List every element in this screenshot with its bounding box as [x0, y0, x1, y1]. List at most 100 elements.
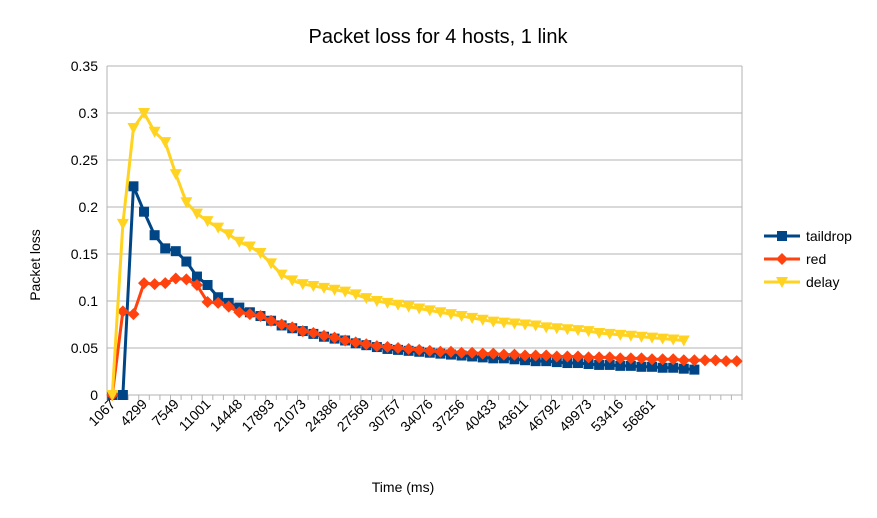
data-point-delay	[434, 307, 447, 319]
x-tick-label: 34076	[397, 396, 436, 435]
x-tick-label: 21073	[270, 396, 309, 435]
data-point-delay	[561, 324, 574, 336]
x-tick-label: 43611	[493, 396, 531, 434]
data-point-red	[148, 278, 161, 291]
data-point-red	[138, 277, 151, 290]
data-point-red	[497, 348, 510, 361]
data-point-delay	[423, 305, 436, 317]
data-point-delay	[254, 248, 267, 260]
x-tick-label: 56861	[619, 396, 658, 435]
data-point-delay	[116, 218, 129, 230]
data-point-red	[233, 306, 246, 319]
data-point-red	[720, 355, 733, 368]
x-tick-label: 40433	[461, 396, 500, 435]
data-point-delay	[497, 317, 510, 329]
data-point-red	[275, 318, 288, 331]
data-point-delay	[476, 314, 489, 326]
data-point-delay	[190, 208, 203, 220]
y-tick-label: 0.1	[79, 293, 99, 309]
data-point-red	[519, 349, 532, 362]
x-tick-label: 46792	[524, 396, 563, 435]
data-point-delay	[370, 296, 383, 307]
data-point-delay	[677, 335, 690, 347]
data-point-delay	[466, 312, 479, 324]
data-point-taildrop	[668, 362, 679, 373]
legend-label-red: red	[806, 251, 826, 267]
data-point-delay	[603, 328, 616, 340]
y-tick-label: 0.3	[79, 105, 99, 121]
data-point-red	[127, 308, 140, 321]
data-point-red	[434, 345, 447, 358]
legend-label-taildrop: taildrop	[806, 228, 852, 244]
data-point-red	[402, 342, 415, 355]
data-point-delay	[233, 236, 246, 248]
data-point-delay	[571, 325, 584, 337]
data-point-delay	[127, 123, 140, 135]
data-point-delay	[180, 197, 193, 209]
data-point-red	[730, 355, 743, 368]
data-point-taildrop	[149, 230, 160, 241]
data-point-red	[286, 321, 299, 334]
data-point-red	[593, 351, 606, 364]
data-point-delay	[286, 275, 299, 287]
data-point-taildrop	[170, 246, 181, 257]
data-point-delay	[444, 309, 457, 321]
data-point-red	[243, 308, 256, 321]
data-point-red	[455, 346, 468, 359]
data-point-red	[423, 344, 436, 357]
data-point-taildrop	[117, 390, 128, 400]
data-point-delay	[243, 241, 256, 253]
data-point-delay	[455, 311, 468, 323]
y-tick-label: 0.25	[71, 152, 98, 168]
data-point-red	[635, 352, 648, 365]
data-point-red	[444, 345, 457, 358]
data-point-red	[508, 348, 521, 361]
data-point-red	[646, 353, 659, 366]
data-point-red	[561, 350, 574, 363]
data-point-delay	[169, 169, 182, 181]
data-point-taildrop	[604, 359, 615, 370]
legend-marker-taildrop	[777, 231, 787, 241]
x-tick-label: 24386	[302, 396, 341, 435]
data-point-taildrop	[202, 280, 213, 291]
data-point-taildrop	[689, 364, 700, 375]
x-tick-label: 53416	[588, 396, 627, 435]
plot-area: 00.050.10.150.20.250.30.3510674299754911…	[71, 58, 743, 435]
data-point-delay	[159, 137, 172, 149]
data-point-delay	[328, 284, 341, 296]
data-point-delay	[402, 301, 415, 313]
legend-label-delay: delay	[806, 274, 839, 290]
data-point-delay	[265, 258, 278, 270]
data-point-red	[254, 310, 267, 323]
y-tick-label: 0.2	[79, 199, 99, 215]
legend: taildrop red delay	[764, 228, 852, 290]
data-point-delay	[381, 297, 394, 309]
data-point-red	[201, 295, 214, 308]
data-point-red	[370, 340, 383, 353]
data-point-red	[307, 326, 320, 339]
data-point-red	[476, 347, 489, 360]
x-tick-label: 49973	[556, 396, 595, 435]
data-point-delay	[360, 293, 373, 305]
data-point-red	[328, 331, 341, 344]
x-tick-label: 14448	[207, 396, 246, 435]
data-point-red	[190, 279, 203, 292]
data-point-red	[656, 353, 669, 366]
data-point-taildrop	[191, 271, 202, 282]
data-point-delay	[614, 329, 627, 341]
data-point-taildrop	[657, 362, 668, 373]
chart-title: Packet loss for 4 hosts, 1 link	[308, 26, 568, 48]
data-point-delay	[529, 320, 542, 332]
data-point-red	[698, 354, 711, 367]
data-point-red	[550, 350, 563, 363]
data-point-delay	[550, 323, 563, 335]
data-point-delay	[656, 333, 669, 345]
data-point-taildrop	[562, 358, 573, 369]
x-axis-label: Time (ms)	[372, 479, 434, 495]
data-point-red	[466, 346, 479, 359]
data-point-delay	[339, 286, 352, 298]
data-point-taildrop	[594, 359, 605, 370]
data-point-taildrop	[647, 361, 658, 372]
data-point-taildrop	[181, 256, 192, 267]
data-point-delay	[667, 334, 680, 346]
